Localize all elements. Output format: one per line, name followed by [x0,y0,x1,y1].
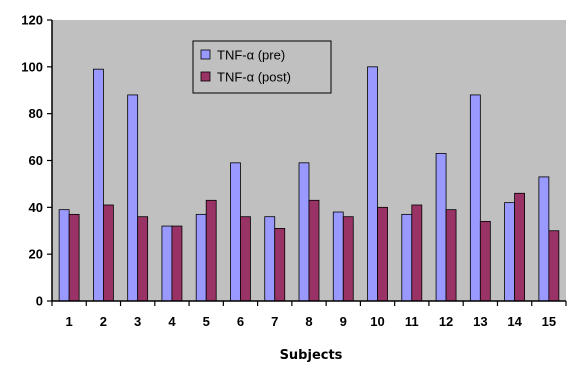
x-tick-label: 7 [271,314,278,329]
legend-swatch-pre [200,49,211,60]
bar-post-subject-2 [103,204,114,302]
bar-pre-subject-10 [367,66,378,302]
bar-pre-subject-5 [195,213,207,302]
x-tick-label: 1 [66,314,73,329]
bar-pre-subject-9 [332,211,344,302]
bar-pre-subject-6 [230,162,241,302]
bar-pre-subject-1 [58,209,70,302]
x-tick-label: 14 [507,314,522,329]
bar-post-subject-9 [342,216,354,302]
legend-label-pre: TNF-α (pre) [217,48,285,63]
bar-post-subject-8 [308,199,320,302]
x-tick-label: 6 [237,314,244,329]
bar-post-subject-12 [445,209,457,302]
bar-pre-subject-7 [264,216,276,302]
x-tick-label: 3 [134,314,141,329]
bar-pre-subject-14 [504,202,516,302]
x-tick-label: 2 [100,314,107,329]
x-tick-label: 11 [405,314,419,329]
bar-post-subject-13 [479,220,491,302]
bar-post-subject-11 [411,204,423,302]
legend-box [192,40,332,94]
bar-post-subject-7 [274,228,286,302]
bar-pre-subject-15 [538,176,550,302]
x-tick-label: 15 [542,314,556,329]
x-tick-label: 4 [168,314,176,329]
bar-post-subject-14 [514,192,525,302]
legend: TNF-α (pre) TNF-α (post) [192,40,332,94]
bar-post-subject-1 [68,213,80,302]
bar-pre-subject-3 [127,94,139,302]
y-tick-label: 80 [29,106,43,121]
bar-pre-subject-8 [298,162,310,302]
bar-post-subject-3 [137,216,149,302]
bar-pre-subject-2 [93,68,104,302]
bar-post-subject-4 [171,225,183,302]
legend-label-post: TNF-α (post) [217,70,291,85]
x-tick-label: 12 [439,314,453,329]
bar-pre-subject-11 [401,213,413,302]
x-axis-title: Subjects [280,348,343,363]
y-tick-label: 100 [21,59,43,74]
x-tick-label: 10 [370,314,384,329]
y-tick-label: 0 [36,294,43,309]
y-tick-label: 20 [29,247,43,262]
x-axis-ticks: 1 2 3 4 5 6 7 8 9 10 11 12 13 14 15 [51,301,567,329]
bar-post-subject-10 [377,206,388,302]
bar-post-subject-6 [240,216,251,302]
bar-post-subject-5 [205,199,217,302]
x-tick-label: 5 [203,314,210,329]
legend-swatch-post [200,71,211,82]
x-tick-label: 8 [305,314,312,329]
bar-pre-subject-12 [435,153,447,302]
x-tick-label: 13 [473,314,487,329]
bar-pre-subject-13 [469,94,481,302]
y-tick-label: 60 [29,153,43,168]
y-tick-label: 120 [21,13,43,28]
bar-post-subject-15 [548,230,560,302]
y-axis-ticks: 0 20 40 60 80 100 120 [21,13,52,309]
y-tick-label: 40 [29,200,43,215]
bar-pre-subject-4 [161,225,173,302]
x-tick-label: 9 [340,314,347,329]
